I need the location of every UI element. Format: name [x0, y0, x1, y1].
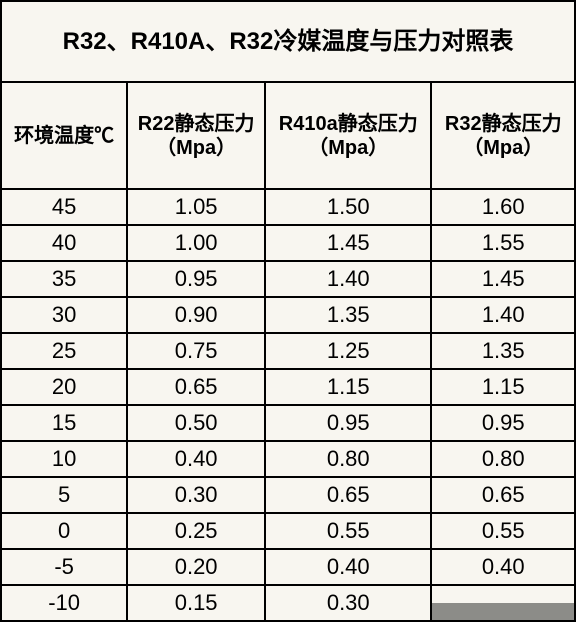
cell-temp: 30: [1, 297, 127, 333]
table-row: 25 0.75 1.25 1.35: [1, 333, 575, 369]
cell-temp: 15: [1, 405, 127, 441]
cell-r410a: 1.45: [265, 225, 431, 261]
table-row: 5 0.30 0.65 0.65: [1, 477, 575, 513]
cell-r22: 0.65: [127, 369, 265, 405]
cell-temp: -5: [1, 549, 127, 585]
cell-r410a: 0.30: [265, 585, 431, 621]
table-row: 45 1.05 1.50 1.60: [1, 189, 575, 225]
cell-r32: 1.40: [431, 297, 575, 333]
cell-r410a: 1.40: [265, 261, 431, 297]
cell-r32: 0.95: [431, 405, 575, 441]
table-row: 30 0.90 1.35 1.40: [1, 297, 575, 333]
table-row: 10 0.40 0.80 0.80: [1, 441, 575, 477]
cell-r22: 0.50: [127, 405, 265, 441]
cell-r32-empty: [431, 585, 575, 621]
cell-r22: 1.05: [127, 189, 265, 225]
cell-temp: 10: [1, 441, 127, 477]
col-header-r32: R32静态压力（Mpa）: [431, 82, 575, 189]
cell-r410a: 0.80: [265, 441, 431, 477]
cell-r32: 0.40: [431, 549, 575, 585]
table-row: 35 0.95 1.40 1.45: [1, 261, 575, 297]
cell-temp: 20: [1, 369, 127, 405]
refrigerant-pressure-table: R32、R410A、R32冷媒温度与压力对照表 环境温度℃ R22静态压力（Mp…: [0, 0, 576, 622]
col-header-r410a: R410a静态压力（Mpa）: [265, 82, 431, 189]
cell-r410a: 1.50: [265, 189, 431, 225]
table-row: 40 1.00 1.45 1.55: [1, 225, 575, 261]
cell-r32: 0.65: [431, 477, 575, 513]
cell-r410a: 0.95: [265, 405, 431, 441]
table-container: R32、R410A、R32冷媒温度与压力对照表 环境温度℃ R22静态压力（Mp…: [0, 0, 576, 622]
table-row: 15 0.50 0.95 0.95: [1, 405, 575, 441]
title-row: R32、R410A、R32冷媒温度与压力对照表: [1, 1, 575, 82]
cell-r32: 0.55: [431, 513, 575, 549]
col-header-r22: R22静态压力（Mpa）: [127, 82, 265, 189]
cell-r410a: 0.65: [265, 477, 431, 513]
cell-r32: 1.15: [431, 369, 575, 405]
cell-r410a: 0.55: [265, 513, 431, 549]
col-header-temp: 环境温度℃: [1, 82, 127, 189]
cell-r32: 1.35: [431, 333, 575, 369]
cell-temp: 35: [1, 261, 127, 297]
cell-temp: 25: [1, 333, 127, 369]
table-row: -10 0.15 0.30: [1, 585, 575, 621]
cell-temp: 45: [1, 189, 127, 225]
table-title: R32、R410A、R32冷媒温度与压力对照表: [1, 1, 575, 82]
cell-r22: 1.00: [127, 225, 265, 261]
cell-r32: 1.60: [431, 189, 575, 225]
cell-r22: 0.95: [127, 261, 265, 297]
cell-r22: 0.75: [127, 333, 265, 369]
cell-r410a: 1.15: [265, 369, 431, 405]
header-row: 环境温度℃ R22静态压力（Mpa） R410a静态压力（Mpa） R32静态压…: [1, 82, 575, 189]
table-row: 20 0.65 1.15 1.15: [1, 369, 575, 405]
cell-r32: 1.45: [431, 261, 575, 297]
cell-temp: -10: [1, 585, 127, 621]
cell-r410a: 1.35: [265, 297, 431, 333]
cell-r410a: 0.40: [265, 549, 431, 585]
cell-temp: 40: [1, 225, 127, 261]
table-row: -5 0.20 0.40 0.40: [1, 549, 575, 585]
cell-r22: 0.25: [127, 513, 265, 549]
cell-temp: 5: [1, 477, 127, 513]
cell-r32: 1.55: [431, 225, 575, 261]
table-row: 0 0.25 0.55 0.55: [1, 513, 575, 549]
cell-r22: 0.40: [127, 441, 265, 477]
cell-r22: 0.30: [127, 477, 265, 513]
cell-r22: 0.90: [127, 297, 265, 333]
cell-r32: 0.80: [431, 441, 575, 477]
cell-r410a: 1.25: [265, 333, 431, 369]
cell-temp: 0: [1, 513, 127, 549]
cell-r22: 0.15: [127, 585, 265, 621]
cell-r22: 0.20: [127, 549, 265, 585]
